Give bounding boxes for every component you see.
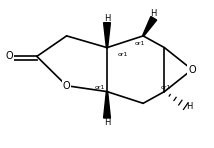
Polygon shape [104,23,110,48]
Text: H: H [186,102,192,111]
Text: O: O [5,51,13,61]
Polygon shape [143,17,157,36]
Text: O: O [63,81,70,91]
Text: H: H [151,9,157,18]
Text: or1: or1 [135,41,145,46]
Text: or1: or1 [118,52,128,57]
Text: O: O [188,65,196,75]
Polygon shape [104,92,110,118]
Text: H: H [104,14,110,23]
Text: H: H [104,118,110,127]
Text: or1: or1 [94,85,105,90]
Text: or1: or1 [160,85,171,90]
